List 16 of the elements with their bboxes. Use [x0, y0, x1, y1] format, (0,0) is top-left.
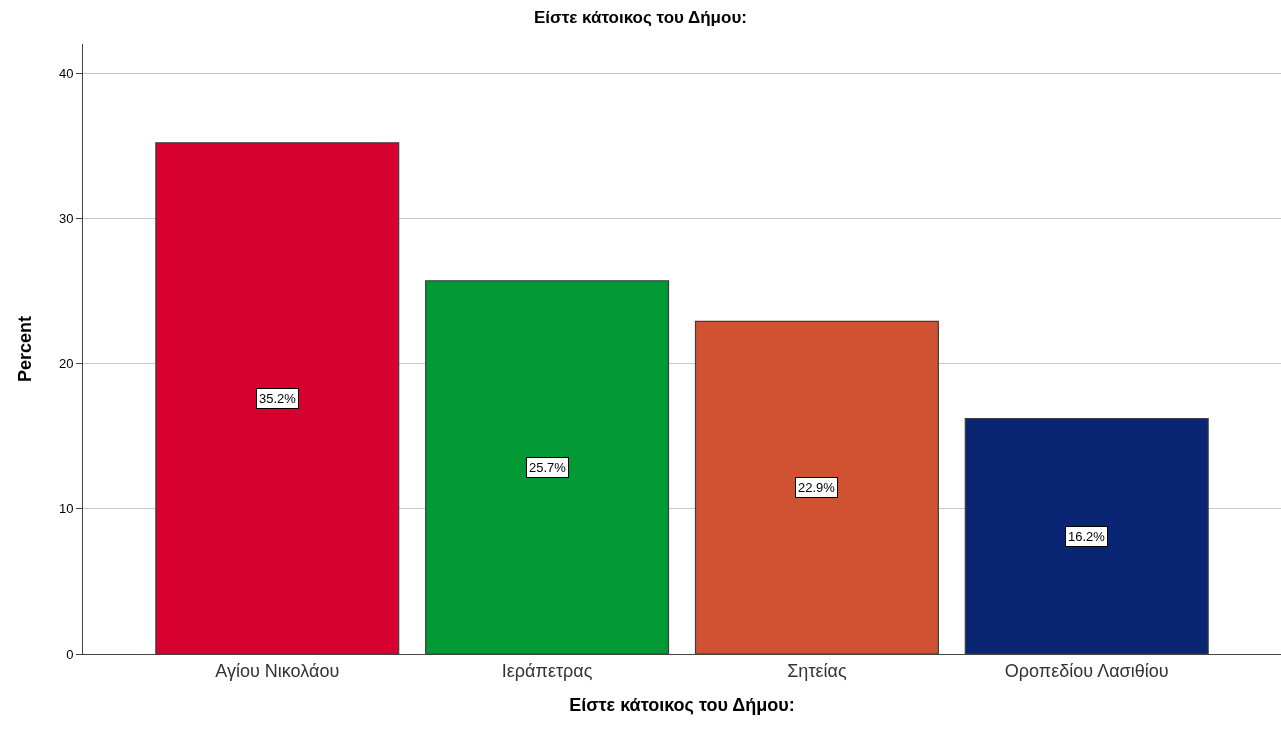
x-tick-label: Αγίου Νικολάου [215, 660, 340, 681]
data-label: 16.2% [1068, 529, 1106, 544]
y-tick-label: 30 [58, 210, 74, 226]
x-axis-title: Είστε κάτοικος του Δήμου: [569, 694, 795, 715]
y-tick-label: 20 [58, 356, 74, 372]
chart-title: Είστε κάτοικος του Δήμου: [534, 8, 747, 28]
data-label: 35.2% [259, 391, 297, 406]
x-tick-label: Οροπεδίου Λασιθίου [1004, 660, 1169, 681]
data-label: 25.7% [529, 460, 567, 475]
y-axis-title: Percent [15, 315, 36, 383]
y-tick-label: 40 [58, 65, 74, 81]
x-tick-label: Σητείας [787, 660, 847, 681]
data-label: 22.9% [798, 480, 836, 495]
x-tick-label: Ιεράπετρας [501, 660, 593, 681]
y-tick-label: 10 [58, 501, 74, 517]
y-tick-label: 0 [66, 646, 74, 662]
